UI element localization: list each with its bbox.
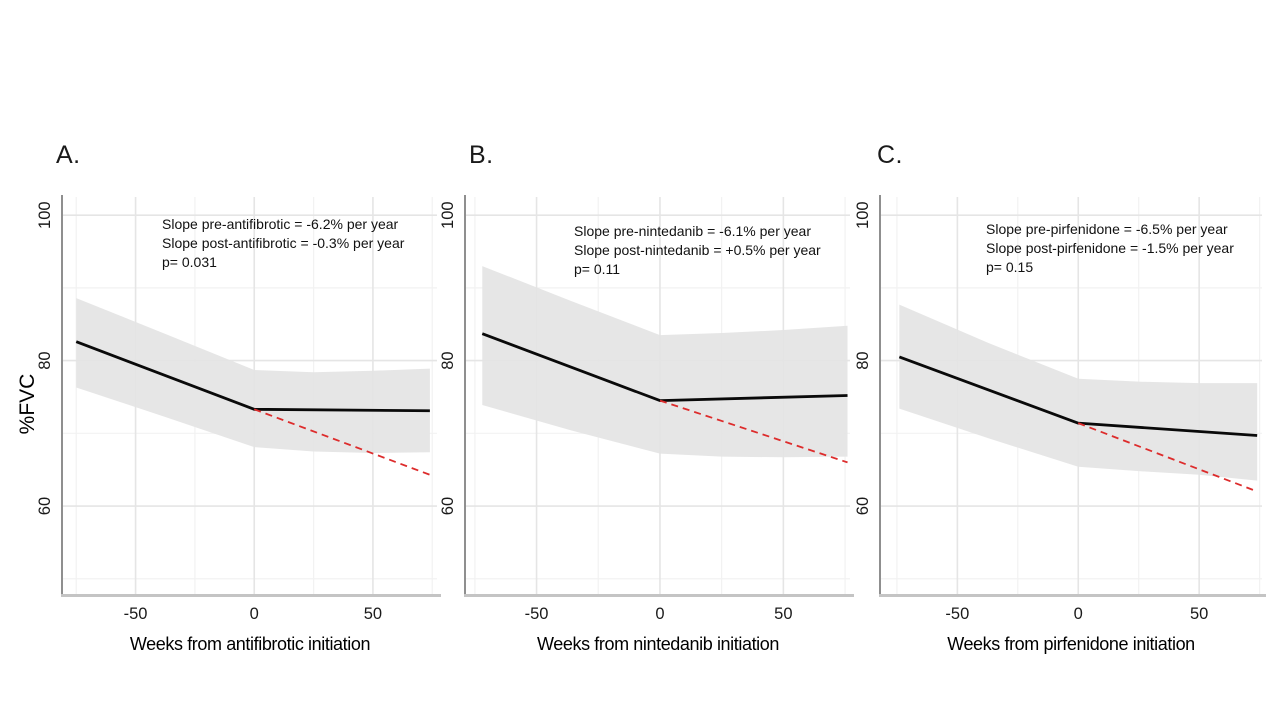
- panel-c-slope-post: Slope post-pirfenidone = -1.5% per year: [986, 240, 1234, 256]
- panel-a-chart: 100 80 60 -50 0 50: [36, 195, 441, 623]
- y-tick-label: 60: [439, 497, 457, 515]
- x-tick-label: -50: [525, 605, 549, 623]
- x-tick-label: 50: [774, 605, 792, 623]
- y-tick-label: 80: [36, 351, 54, 369]
- x-tick-label: 0: [1074, 605, 1083, 623]
- panel-c-p-value: p= 0.15: [986, 259, 1034, 275]
- x-tick-label: 50: [1190, 605, 1208, 623]
- panel-a-p-value: p= 0.031: [162, 254, 217, 270]
- x-tick-label: 0: [250, 605, 259, 623]
- panel-a-x-axis-title: Weeks from antifibrotic initiation: [129, 634, 371, 654]
- fitted-line: [75, 340, 430, 413]
- projected-slope-line: [659, 399, 848, 464]
- x-tick-label: -50: [124, 605, 148, 623]
- panel-b-label: B.: [469, 141, 494, 169]
- panel-a-slope-post: Slope post-antifibrotic = -0.3% per year: [162, 235, 405, 251]
- projected-slope-line: [1077, 422, 1258, 493]
- panel-a-label: A.: [56, 141, 81, 169]
- panel-b-slope-post: Slope post-nintedanib = +0.5% per year: [574, 242, 821, 258]
- panel-b-chart: 100 80 60 -50 0 50: [439, 195, 854, 623]
- panel-c-label: C.: [877, 141, 903, 169]
- panel-b-annotation: Slope pre-nintedanib = -6.1% per year Sl…: [574, 222, 821, 279]
- projected-slope-line: [253, 408, 431, 476]
- x-tick-label: 50: [364, 605, 382, 623]
- x-tick-label: 0: [655, 605, 664, 623]
- y-tick-label: 80: [439, 351, 457, 369]
- panel-c-annotation: Slope pre-pirfenidone = -6.5% per year S…: [986, 220, 1234, 277]
- panel-b-p-value: p= 0.11: [574, 261, 621, 277]
- y-tick-label: 80: [854, 351, 872, 369]
- confidence-band: [482, 266, 848, 458]
- panel-b-slope-pre: Slope pre-nintedanib = -6.1% per year: [574, 223, 811, 239]
- y-tick-label: 100: [854, 201, 872, 229]
- y-tick-label: 60: [36, 497, 54, 515]
- panel-b-x-axis-title: Weeks from nintedanib initiation: [536, 634, 779, 654]
- panel-c-slope-pre: Slope pre-pirfenidone = -6.5% per year: [986, 221, 1228, 237]
- confidence-band: [899, 304, 1258, 481]
- x-tick-label: -50: [945, 605, 969, 623]
- panel-c-x-axis-title: Weeks from pirfenidone initiation: [947, 634, 1195, 654]
- confidence-band: [76, 298, 430, 453]
- y-tick-label: 100: [36, 201, 54, 229]
- panel-a-annotation: Slope pre-antifibrotic = -6.2% per year …: [162, 215, 404, 272]
- y-tick-label: 60: [854, 497, 872, 515]
- panel-a-slope-pre: Slope pre-antifibrotic = -6.2% per year: [162, 216, 399, 232]
- panel-c-chart: 100 80 60 -50 0 50: [854, 195, 1266, 623]
- y-tick-label: 100: [439, 201, 457, 229]
